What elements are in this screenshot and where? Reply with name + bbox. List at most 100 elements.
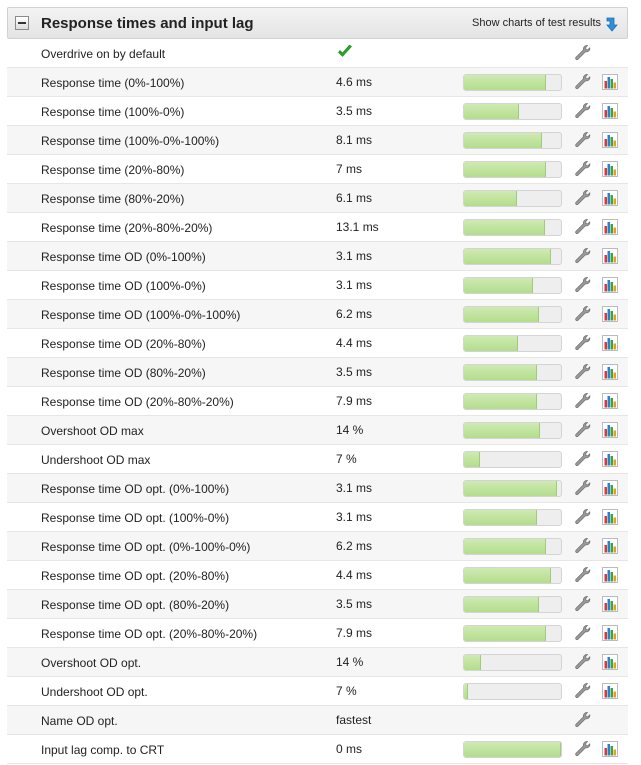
wrench-icon[interactable]: [573, 595, 591, 613]
wrench-icon[interactable]: [573, 537, 591, 555]
wrench-icon[interactable]: [573, 682, 591, 700]
result-row: Response time (20%-80%-20%) 13.1 ms: [7, 213, 628, 242]
score-bar: [463, 335, 562, 352]
bar-chart-icon[interactable]: [602, 567, 618, 583]
wrench-icon[interactable]: [573, 131, 591, 149]
result-value: 7 %: [336, 684, 357, 698]
bar-chart-icon[interactable]: [602, 161, 618, 177]
collapse-icon[interactable]: [15, 16, 29, 30]
wrench-icon[interactable]: [573, 276, 591, 294]
result-row: Undershoot OD opt. 7 %: [7, 677, 628, 706]
score-bar-fill: [464, 423, 540, 438]
result-value: 6.1 ms: [336, 191, 373, 205]
score-bar-fill: [464, 597, 539, 612]
bar-chart-icon[interactable]: [602, 480, 618, 496]
results-list: Overdrive on by default Response time (0…: [7, 39, 628, 764]
download-arrow-icon[interactable]: [605, 16, 619, 32]
wrench-icon[interactable]: [573, 189, 591, 207]
wrench-icon[interactable]: [573, 334, 591, 352]
result-row: Response time OD opt. (80%-20%) 3.5 ms: [7, 590, 628, 619]
wrench-icon[interactable]: [573, 479, 591, 497]
wrench-icon[interactable]: [573, 247, 591, 265]
bar-chart-icon[interactable]: [602, 190, 618, 206]
result-value: 0 ms: [336, 742, 363, 756]
score-bar: [463, 509, 562, 526]
score-bar-fill: [464, 191, 518, 206]
result-row: Overshoot OD max 14 %: [7, 416, 628, 445]
score-bar: [463, 625, 562, 642]
score-bar-fill: [464, 307, 539, 322]
score-bar: [463, 422, 562, 439]
result-row: Response time OD opt. (100%-0%) 3.1 ms: [7, 503, 628, 532]
score-bar: [463, 103, 562, 120]
wrench-icon[interactable]: [573, 44, 591, 62]
result-row: Response time (100%-0%-100%) 8.1 ms: [7, 126, 628, 155]
result-value: fastest: [336, 713, 372, 727]
score-bar: [463, 393, 562, 410]
show-charts-link[interactable]: Show charts of test results: [472, 17, 601, 29]
score-bar: [463, 306, 562, 323]
bar-chart-icon[interactable]: [602, 654, 618, 670]
wrench-icon[interactable]: [573, 653, 591, 671]
result-label: Overdrive on by default: [41, 47, 166, 61]
bar-chart-icon[interactable]: [602, 103, 618, 119]
score-bar-fill: [464, 394, 537, 409]
wrench-icon[interactable]: [573, 740, 591, 758]
bar-chart-icon[interactable]: [602, 509, 618, 525]
checkmark-icon: [337, 44, 353, 60]
result-value: 7 %: [336, 452, 357, 466]
bar-chart-icon[interactable]: [602, 683, 618, 699]
bar-chart-icon[interactable]: [602, 364, 618, 380]
bar-chart-icon[interactable]: [602, 74, 618, 90]
bar-chart-icon[interactable]: [602, 625, 618, 641]
wrench-icon[interactable]: [573, 508, 591, 526]
result-row: Response time (20%-80%) 7 ms: [7, 155, 628, 184]
wrench-icon[interactable]: [573, 218, 591, 236]
result-value: 3.5 ms: [336, 365, 373, 379]
bar-chart-icon[interactable]: [602, 422, 618, 438]
wrench-icon[interactable]: [573, 102, 591, 120]
bar-chart-icon[interactable]: [602, 596, 618, 612]
bar-chart-icon[interactable]: [602, 277, 618, 293]
result-value: 4.4 ms: [336, 336, 373, 350]
score-bar-fill: [464, 220, 546, 235]
score-bar: [463, 277, 562, 294]
score-bar: [463, 74, 562, 91]
result-label: Response time OD (20%-80%): [41, 337, 206, 351]
bar-chart-icon[interactable]: [602, 538, 618, 554]
score-bar-fill: [464, 742, 561, 757]
score-bar: [463, 248, 562, 265]
wrench-icon[interactable]: [573, 421, 591, 439]
wrench-icon[interactable]: [573, 450, 591, 468]
bar-chart-icon[interactable]: [602, 741, 618, 757]
bar-chart-icon[interactable]: [602, 306, 618, 322]
bar-chart-icon[interactable]: [602, 393, 618, 409]
result-row: Response time OD (80%-20%) 3.5 ms: [7, 358, 628, 387]
wrench-icon[interactable]: [573, 711, 591, 729]
result-label: Response time OD opt. (0%-100%-0%): [41, 540, 251, 554]
wrench-icon[interactable]: [573, 624, 591, 642]
wrench-icon[interactable]: [573, 305, 591, 323]
score-bar: [463, 451, 562, 468]
result-row: Response time OD opt. (0%-100%-0%) 6.2 m…: [7, 532, 628, 561]
score-bar: [463, 480, 562, 497]
result-label: Undershoot OD opt.: [41, 685, 148, 699]
wrench-icon[interactable]: [573, 73, 591, 91]
bar-chart-icon[interactable]: [602, 248, 618, 264]
result-value: 14 %: [336, 655, 364, 669]
bar-chart-icon[interactable]: [602, 219, 618, 235]
score-bar: [463, 596, 562, 613]
result-label: Overshoot OD opt.: [41, 656, 142, 670]
score-bar-fill: [464, 336, 519, 351]
result-label: Name OD opt.: [41, 714, 118, 728]
wrench-icon[interactable]: [573, 160, 591, 178]
wrench-icon[interactable]: [573, 392, 591, 410]
bar-chart-icon[interactable]: [602, 335, 618, 351]
bar-chart-icon[interactable]: [602, 132, 618, 148]
result-value: 3.5 ms: [336, 597, 373, 611]
bar-chart-icon[interactable]: [602, 451, 618, 467]
wrench-icon[interactable]: [573, 566, 591, 584]
score-bar-fill: [464, 510, 537, 525]
wrench-icon[interactable]: [573, 363, 591, 381]
score-bar-fill: [464, 75, 547, 90]
